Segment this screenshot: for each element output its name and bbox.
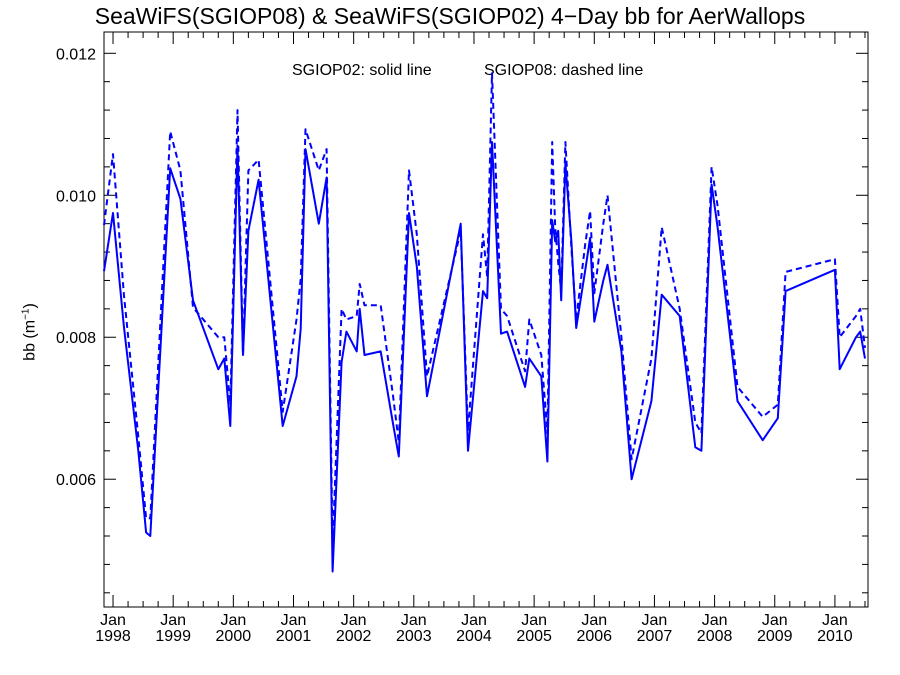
x-tick-label-year: 2004 bbox=[456, 628, 492, 645]
plot-frame bbox=[103, 31, 869, 608]
x-tick-label-month: Jan bbox=[401, 612, 427, 629]
x-tick-label-year: 2010 bbox=[817, 628, 853, 645]
y-tick-label: 0.006 bbox=[56, 472, 96, 489]
x-tick-label-month: Jan bbox=[702, 612, 728, 629]
x-tick-label-year: 2009 bbox=[757, 628, 793, 645]
x-tick-label-month: Jan bbox=[521, 612, 547, 629]
x-tick-label-month: Jan bbox=[762, 612, 788, 629]
chart-title: SeaWiFS(SGIOP08) & SeaWiFS(SGIOP02) 4−Da… bbox=[94, 3, 806, 29]
y-tick-label: 0.010 bbox=[56, 188, 96, 205]
x-tick-label-month: Jan bbox=[341, 612, 367, 629]
x-tick-label-month: Jan bbox=[642, 612, 668, 629]
x-tick-label-year: 2002 bbox=[336, 628, 372, 645]
series-line-sgiop08 bbox=[103, 72, 866, 548]
annotation-sgiop02: SGIOP02: solid line bbox=[292, 62, 432, 79]
x-tick-label-year: 2007 bbox=[637, 628, 673, 645]
x-tick-label-month: Jan bbox=[100, 612, 126, 629]
axes: 0.0060.0080.0100.012Jan1998Jan1999Jan200… bbox=[56, 31, 869, 645]
y-tick-label: 0.008 bbox=[56, 330, 96, 347]
x-tick-label-year: 2005 bbox=[516, 628, 552, 645]
x-tick-label-month: Jan bbox=[160, 612, 186, 629]
series-line-sgiop02 bbox=[103, 141, 866, 573]
x-tick-label-month: Jan bbox=[220, 612, 246, 629]
x-tick-label-year: 2008 bbox=[697, 628, 733, 645]
x-tick-label-month: Jan bbox=[281, 612, 307, 629]
x-tick-label-year: 2001 bbox=[276, 628, 312, 645]
y-tick-label: 0.012 bbox=[56, 46, 96, 63]
x-tick-label-year: 2006 bbox=[576, 628, 612, 645]
x-tick-label-year: 1998 bbox=[95, 628, 131, 645]
x-tick-label-month: Jan bbox=[581, 612, 607, 629]
series-layer bbox=[103, 72, 866, 573]
x-tick-label-year: 2003 bbox=[396, 628, 432, 645]
x-tick-label-year: 2000 bbox=[216, 628, 252, 645]
x-tick-label-year: 1999 bbox=[155, 628, 191, 645]
annotation-sgiop08: SGIOP08: dashed line bbox=[484, 62, 644, 79]
x-tick-label-month: Jan bbox=[461, 612, 487, 629]
x-tick-label-month: Jan bbox=[822, 612, 848, 629]
